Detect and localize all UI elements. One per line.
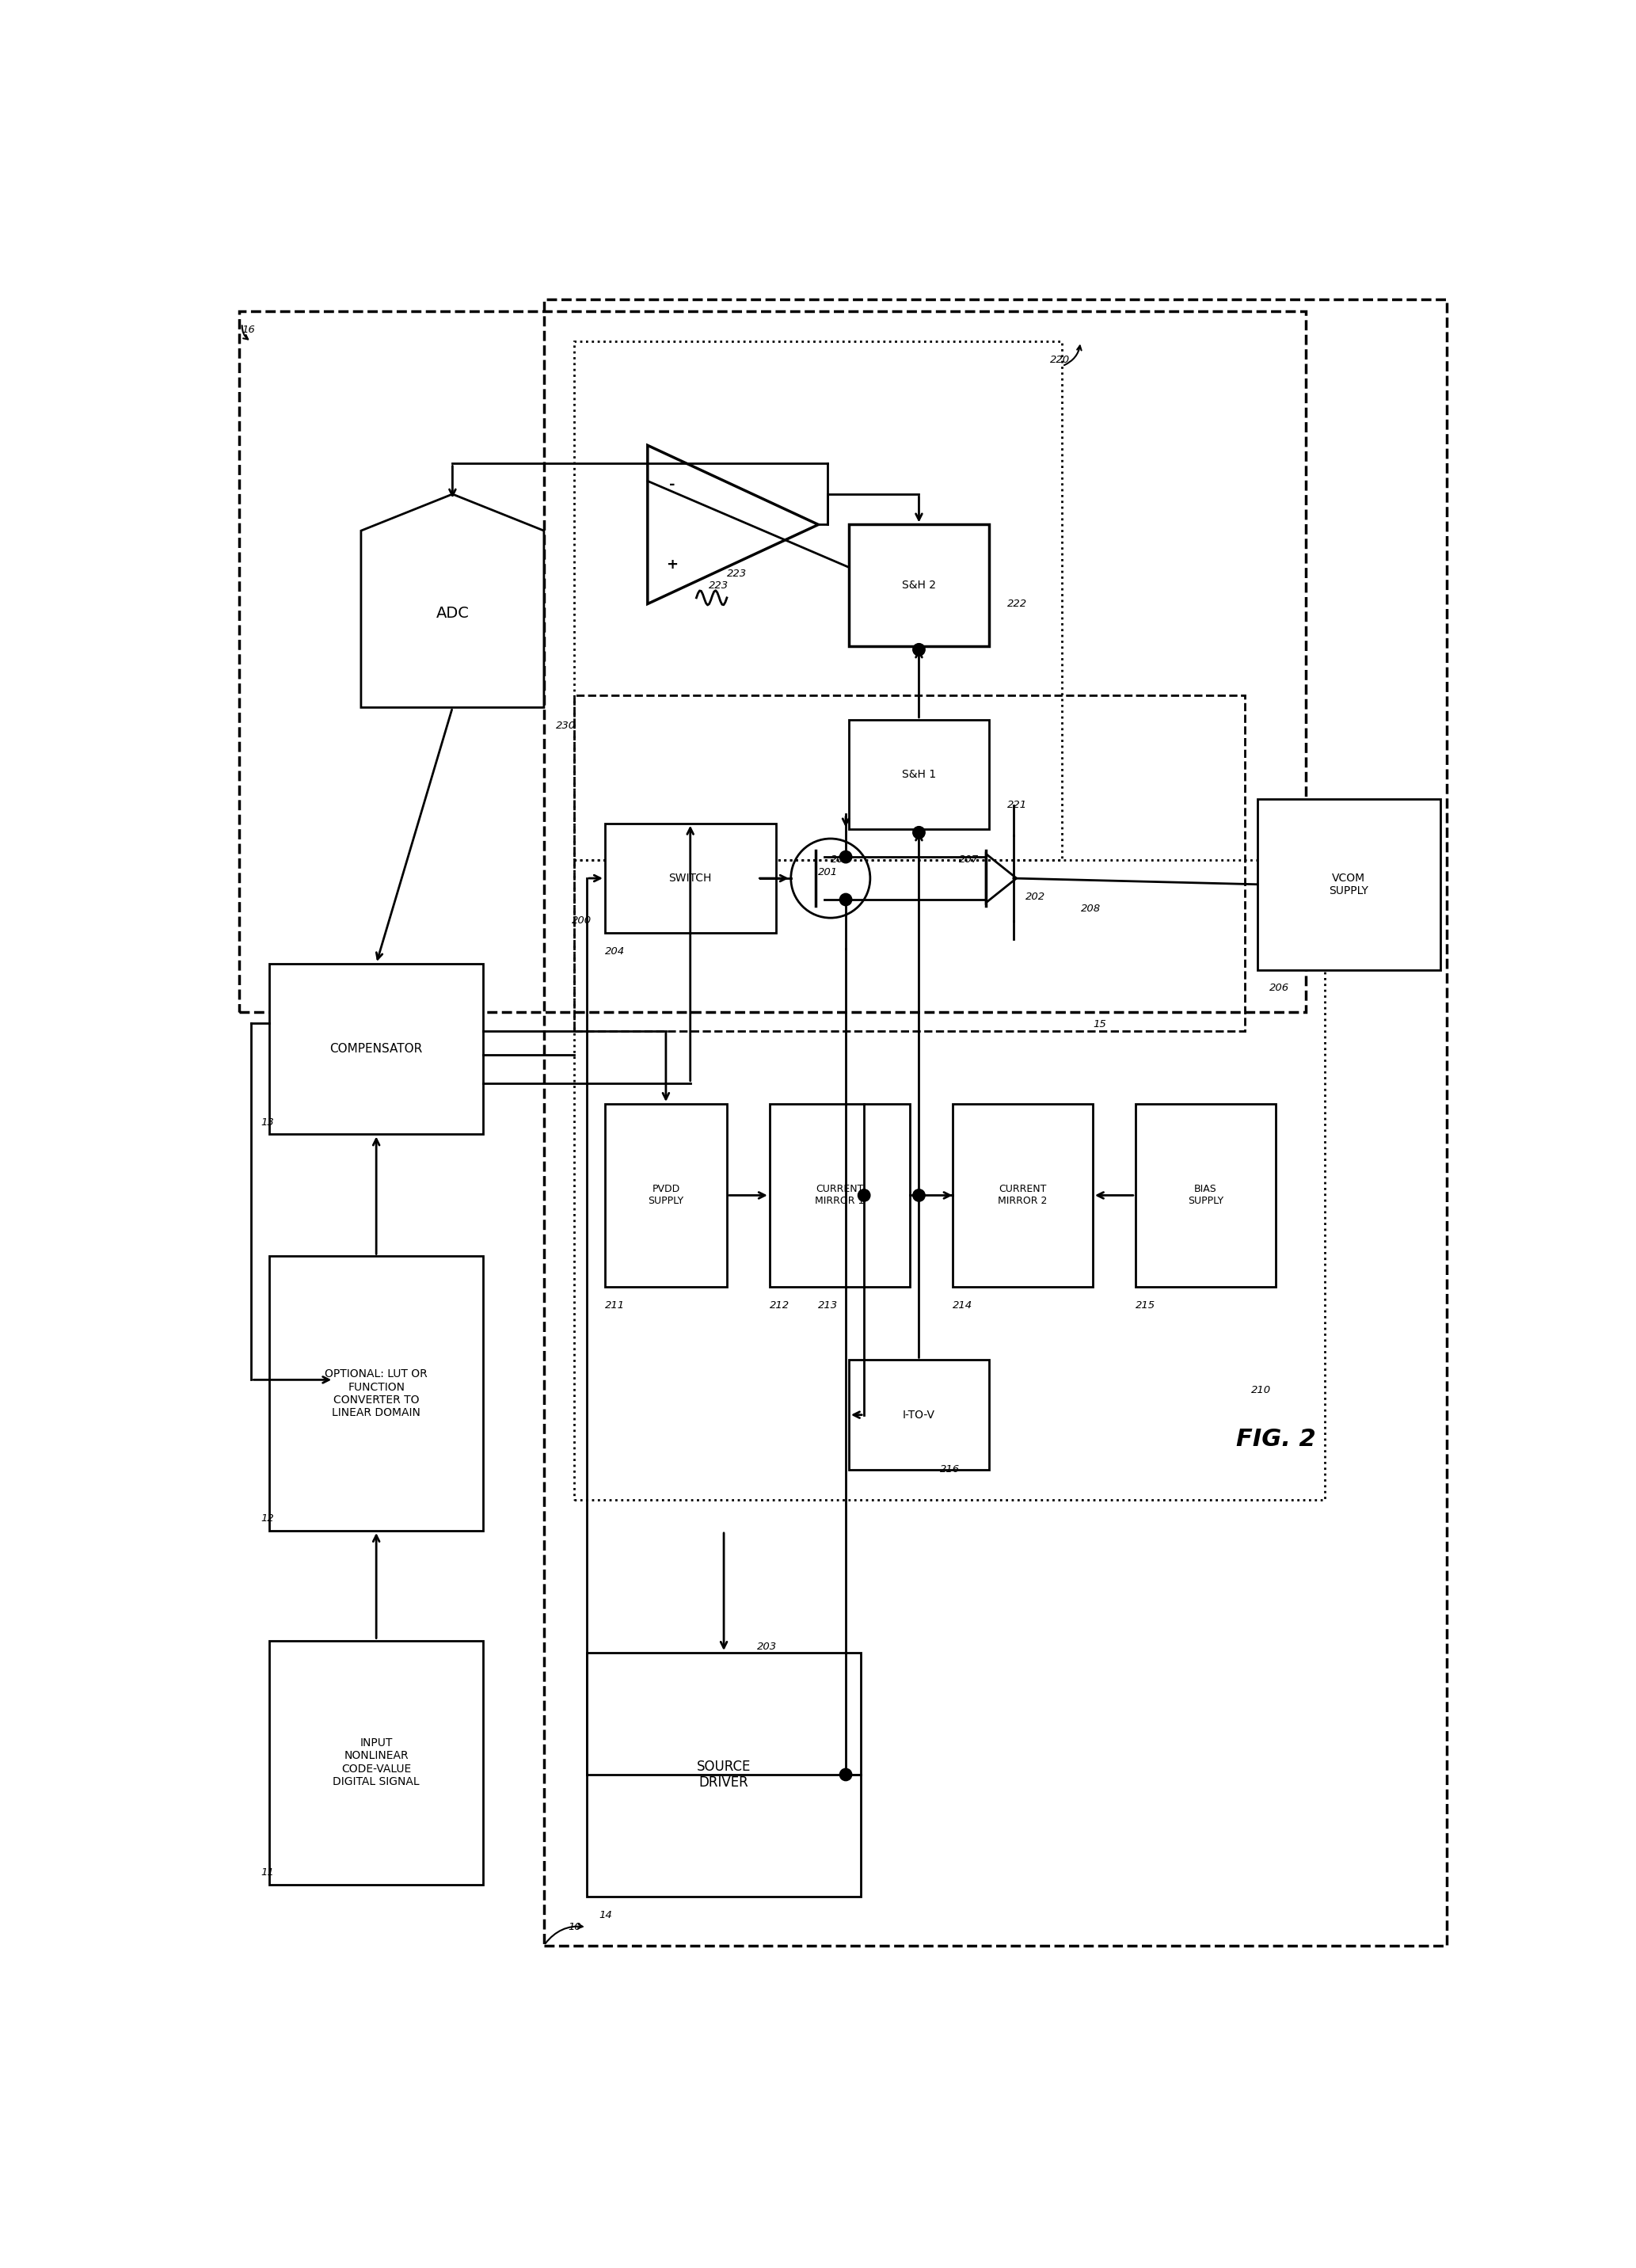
Text: 11: 11 xyxy=(260,1867,273,1878)
Circle shape xyxy=(857,1188,870,1202)
Text: 210: 210 xyxy=(1252,1386,1271,1395)
Circle shape xyxy=(913,826,924,839)
Bar xyxy=(952,1105,1093,1286)
Text: SWITCH: SWITCH xyxy=(669,873,712,885)
Text: 211: 211 xyxy=(605,1300,625,1311)
Bar xyxy=(605,1105,726,1286)
Text: 201: 201 xyxy=(818,866,838,878)
Bar xyxy=(574,860,1325,1499)
Text: 208: 208 xyxy=(1080,903,1101,914)
Text: 13: 13 xyxy=(260,1118,273,1127)
Bar xyxy=(849,1361,990,1470)
Text: 220: 220 xyxy=(1050,354,1070,365)
Text: SOURCE
DRIVER: SOURCE DRIVER xyxy=(697,1760,751,1789)
Circle shape xyxy=(913,1188,924,1202)
Text: VCOM
SUPPLY: VCOM SUPPLY xyxy=(1328,873,1369,896)
Bar xyxy=(587,1653,861,1896)
Text: 16: 16 xyxy=(242,324,255,336)
Text: CURRENT
MIRROR 1: CURRENT MIRROR 1 xyxy=(815,1184,864,1207)
Bar xyxy=(543,299,1446,1946)
Bar xyxy=(270,964,483,1134)
Text: 15: 15 xyxy=(1093,1018,1106,1030)
Text: S&H 2: S&H 2 xyxy=(901,581,936,592)
Text: 207: 207 xyxy=(959,855,978,864)
Bar xyxy=(605,823,775,932)
Text: FIG. 2: FIG. 2 xyxy=(1235,1429,1315,1452)
Text: 222: 222 xyxy=(1008,599,1027,610)
Text: 212: 212 xyxy=(769,1300,790,1311)
Text: 223: 223 xyxy=(708,581,728,590)
Text: 213: 213 xyxy=(818,1300,838,1311)
Text: ADC: ADC xyxy=(435,606,470,621)
Circle shape xyxy=(839,894,852,905)
Circle shape xyxy=(839,1769,852,1780)
Text: INPUT
NONLINEAR
CODE-VALUE
DIGITAL SIGNAL: INPUT NONLINEAR CODE-VALUE DIGITAL SIGNA… xyxy=(332,1737,420,1787)
Circle shape xyxy=(839,850,852,864)
Bar xyxy=(1258,798,1440,971)
Bar xyxy=(849,524,990,646)
Bar xyxy=(849,719,990,830)
Circle shape xyxy=(913,644,924,655)
Text: 223: 223 xyxy=(726,569,746,578)
Text: 200: 200 xyxy=(571,916,591,925)
Text: 14: 14 xyxy=(599,1910,612,1921)
Text: 230: 230 xyxy=(556,721,576,730)
Text: CURRENT
MIRROR 2: CURRENT MIRROR 2 xyxy=(998,1184,1047,1207)
Text: BIAS
SUPPLY: BIAS SUPPLY xyxy=(1188,1184,1224,1207)
Text: 202: 202 xyxy=(1026,891,1045,903)
Text: +: + xyxy=(666,558,677,572)
Bar xyxy=(239,311,1306,1012)
Text: PVDD
SUPPLY: PVDD SUPPLY xyxy=(648,1184,684,1207)
Text: 215: 215 xyxy=(1135,1300,1155,1311)
Bar xyxy=(574,696,1245,1030)
Text: -: - xyxy=(669,479,676,492)
Text: 214: 214 xyxy=(952,1300,972,1311)
Text: 10: 10 xyxy=(568,1921,582,1932)
Text: 12: 12 xyxy=(260,1513,273,1524)
Polygon shape xyxy=(362,494,543,708)
Text: 206: 206 xyxy=(1270,982,1289,993)
Text: 216: 216 xyxy=(941,1465,960,1474)
Text: OPTIONAL: LUT OR
FUNCTION
CONVERTER TO
LINEAR DOMAIN: OPTIONAL: LUT OR FUNCTION CONVERTER TO L… xyxy=(326,1368,427,1418)
Bar xyxy=(270,1256,483,1531)
Text: 221: 221 xyxy=(1008,801,1027,810)
Text: 203: 203 xyxy=(757,1642,777,1651)
Text: 205: 205 xyxy=(831,855,851,864)
Text: I-TO-V: I-TO-V xyxy=(903,1408,936,1420)
Bar xyxy=(270,1640,483,1885)
Bar xyxy=(574,342,1062,860)
Bar xyxy=(1135,1105,1276,1286)
Text: 204: 204 xyxy=(605,946,625,957)
Text: COMPENSATOR: COMPENSATOR xyxy=(330,1043,422,1055)
Text: S&H 1: S&H 1 xyxy=(901,769,936,780)
Bar xyxy=(769,1105,910,1286)
